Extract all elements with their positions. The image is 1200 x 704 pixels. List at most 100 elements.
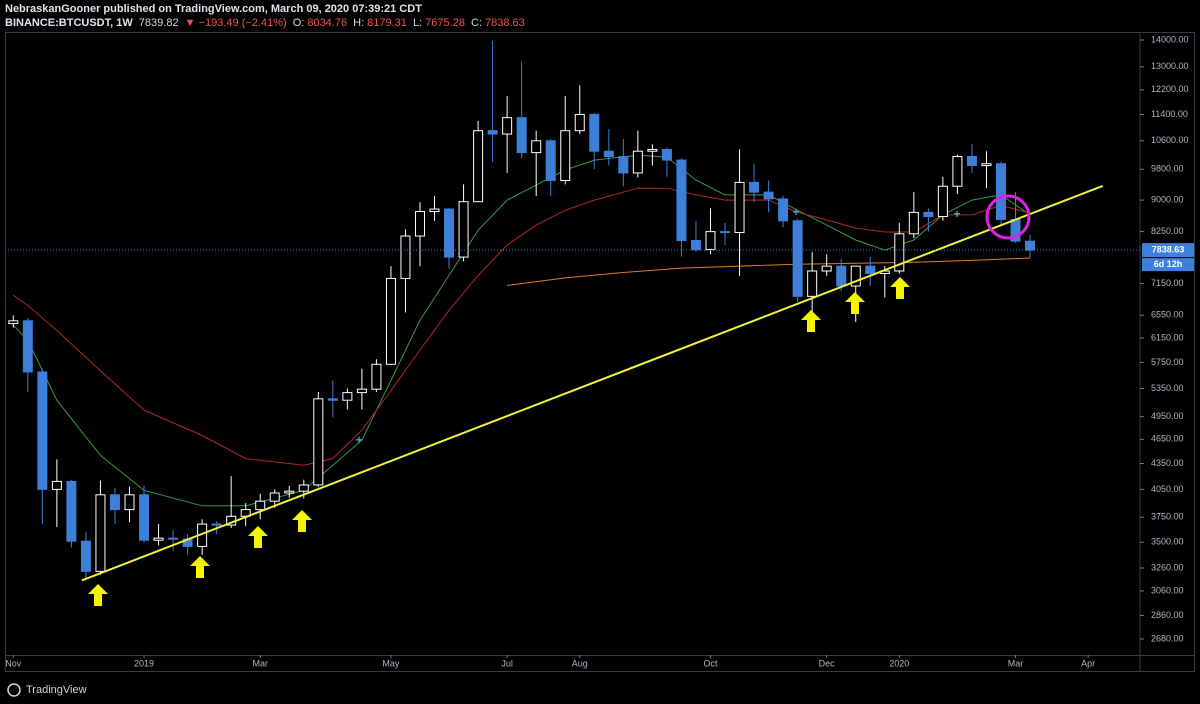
candle-body	[690, 239, 701, 251]
y-tick-label: 9000.00	[1151, 194, 1184, 204]
candle-body	[995, 163, 1006, 221]
candle-body	[139, 494, 150, 541]
candle-body	[560, 130, 571, 181]
candle-body	[908, 211, 919, 235]
y-tick-label: 2680.00	[1151, 633, 1184, 643]
candle-body	[342, 392, 353, 401]
y-tick-label: 3260.00	[1151, 562, 1184, 572]
y-tick-label: 6150.00	[1151, 332, 1184, 342]
candle-body	[850, 265, 861, 287]
y-tick-label: 3750.00	[1151, 512, 1184, 522]
ohlc-label: O:	[292, 17, 305, 29]
candle-body	[865, 265, 876, 274]
candle-body	[836, 265, 847, 287]
candle-body	[734, 181, 745, 233]
trendline-layer	[81, 184, 1104, 582]
countdown-box	[1142, 258, 1194, 272]
candle-body	[545, 140, 556, 181]
y-tick-label: 2860.00	[1151, 610, 1184, 620]
candle-body	[952, 156, 963, 187]
footer: TradingView	[7, 683, 87, 697]
y-tick-label: 4650.00	[1151, 434, 1184, 444]
candle-body	[923, 211, 934, 218]
candle-body	[211, 523, 222, 526]
candle-body	[676, 159, 687, 241]
candle-body	[981, 163, 992, 167]
ohlc-label: H:	[353, 17, 365, 29]
candle-body	[22, 320, 33, 373]
candle-body	[80, 540, 91, 572]
candle-body	[458, 201, 469, 258]
candle-body	[385, 277, 396, 365]
header: NebraskanGooner published on TradingView…	[5, 2, 528, 30]
candle-body	[66, 480, 77, 542]
candle-body	[371, 363, 382, 390]
candle-body	[807, 270, 818, 297]
y-tick-label: 4050.00	[1151, 484, 1184, 494]
symbol: BINANCE:BTCUSDT, 1W	[5, 17, 133, 29]
candle-body	[298, 484, 309, 492]
candle-body	[589, 113, 600, 152]
last-price-label: 7838.63	[1152, 245, 1185, 255]
ohlc-label: C:	[471, 17, 482, 29]
y-tick-label: 11400.00	[1151, 109, 1188, 119]
candle-body	[414, 211, 425, 237]
y-tick-label: 12200.00	[1151, 84, 1189, 94]
highlight-circle	[985, 194, 1031, 240]
axes: 14000.00 13000.00 12200.00 11400.00 10600.00…	[5, 34, 1194, 668]
candle-body	[37, 371, 48, 490]
candle-body	[168, 537, 179, 540]
candle-body	[618, 156, 629, 174]
x-tick-label: May	[382, 658, 400, 668]
ohlc-value: 8034.76	[307, 17, 348, 29]
candle-body	[516, 117, 527, 154]
x-tick-label: 2020	[889, 658, 909, 668]
candle-body	[153, 537, 164, 541]
y-tick-label: 6550.00	[1151, 310, 1184, 320]
candle-body	[821, 265, 832, 272]
candle-body	[356, 388, 367, 394]
arrow	[190, 556, 210, 578]
candle-body	[109, 494, 120, 511]
ohlc-label: L:	[412, 17, 423, 29]
x-tick-label: Oct	[703, 658, 718, 668]
line	[13, 187, 1031, 466]
arrow	[292, 510, 312, 532]
ohlc-value: 7838.63	[485, 17, 525, 29]
annotations: + + +	[88, 194, 1031, 606]
y-tick-label: 14000.00	[1151, 34, 1189, 44]
publisher-line: NebraskanGooner published on TradingView…	[5, 3, 422, 15]
candle-body	[429, 208, 440, 213]
candle-body	[778, 198, 789, 222]
x-tick-label: Apr	[1081, 658, 1095, 668]
change: ▼ −193.49 (−2.41%)	[184, 17, 287, 29]
candle-body	[51, 480, 62, 490]
candle-body	[574, 113, 585, 132]
y-tick-label: 7150.00	[1151, 278, 1184, 288]
x-tick-label: Mar	[252, 658, 268, 668]
candle-body	[792, 220, 803, 297]
x-tick-label: Mar	[1008, 658, 1024, 668]
candle-body	[327, 398, 338, 401]
brand: TradingView	[26, 684, 87, 696]
arrow	[845, 292, 865, 314]
arrow	[248, 526, 268, 548]
candle-body	[705, 231, 716, 251]
line	[507, 257, 1031, 286]
candle-body	[255, 500, 266, 511]
x-tick-label: Dec	[819, 658, 836, 668]
candle-body	[95, 494, 106, 572]
arrow	[88, 584, 108, 606]
candle-body	[531, 140, 542, 154]
candle-body	[269, 492, 280, 502]
arrow	[801, 310, 821, 332]
last-price-box	[1142, 243, 1194, 258]
countdown-label: 6d 12h	[1154, 259, 1183, 269]
y-tick-label: 5350.00	[1151, 383, 1184, 393]
candle-body	[8, 320, 19, 325]
candle-body	[313, 398, 324, 486]
ohlc-value: 7675.28	[425, 17, 465, 29]
cross-marker: +	[355, 433, 362, 447]
x-tick-label: Jul	[501, 658, 513, 668]
